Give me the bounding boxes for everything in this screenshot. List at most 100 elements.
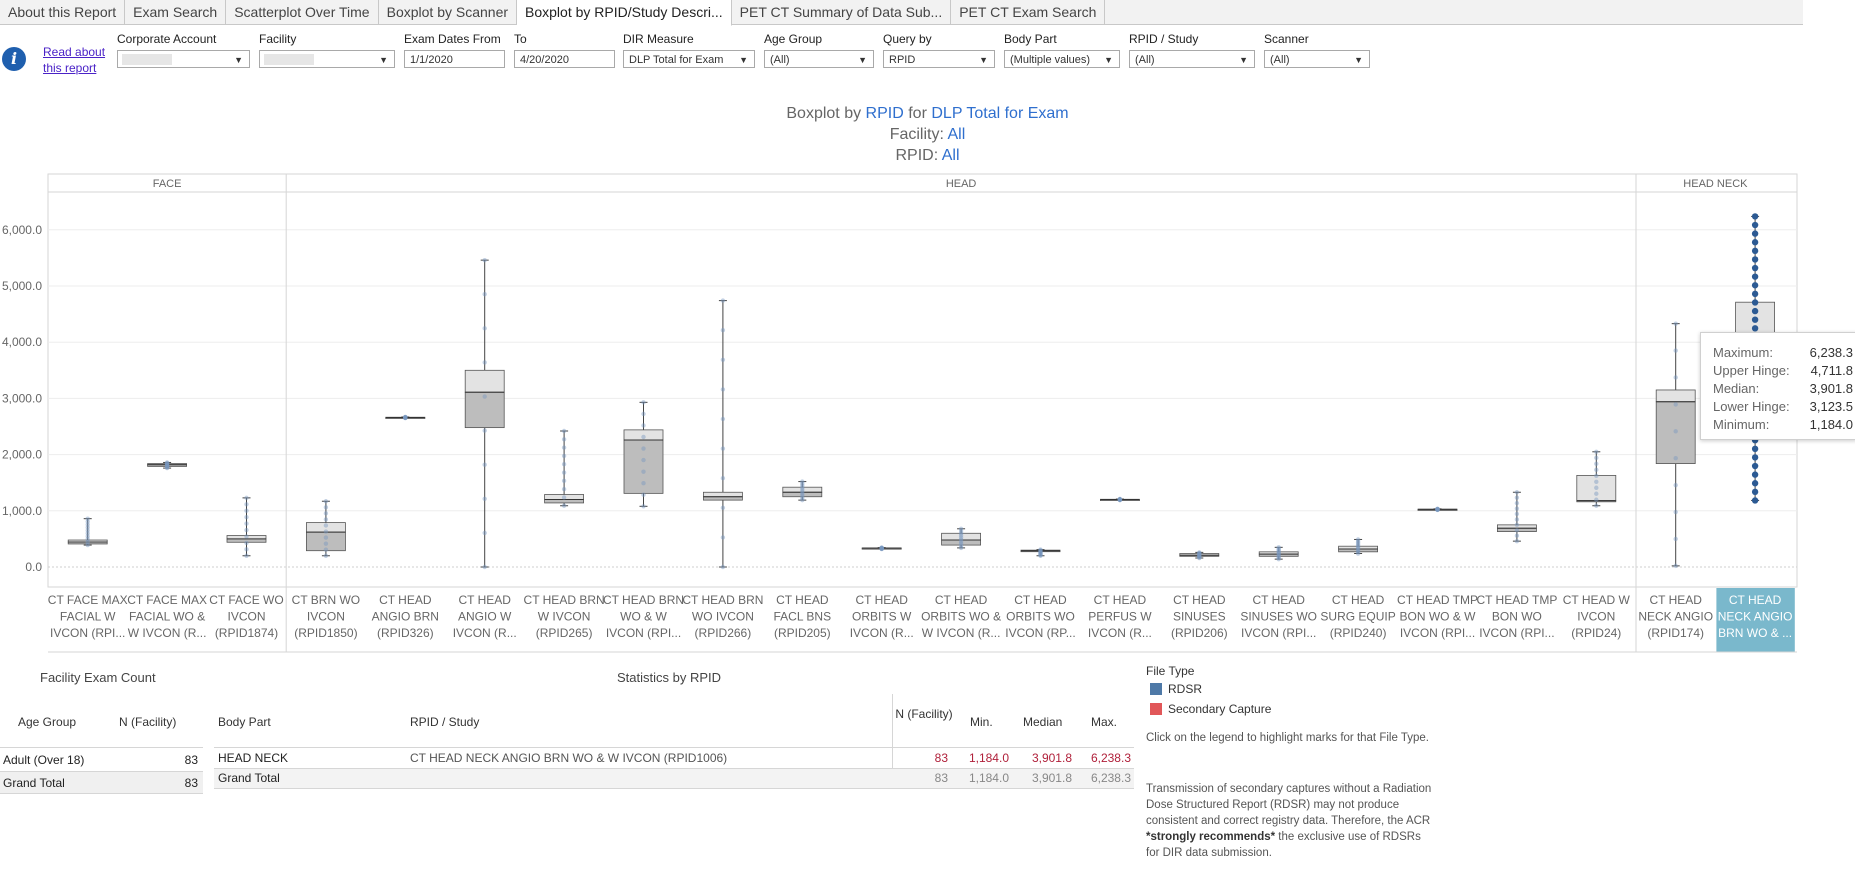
read-about-link[interactable]: Read about this report bbox=[43, 45, 106, 75]
category-label: (RPID206) bbox=[1171, 626, 1228, 640]
category-label: W IVCON (R... bbox=[128, 626, 207, 640]
boxplot-tooltip: Maximum: 6,238.3 Upper Hinge: 4,711.8 Medi… bbox=[1700, 332, 1855, 440]
filter-label: Age Group bbox=[764, 32, 823, 46]
divider bbox=[892, 694, 893, 788]
median-header: Median bbox=[1023, 715, 1063, 729]
data-point bbox=[1117, 497, 1123, 503]
corporate-account-select[interactable]: ▼ bbox=[117, 50, 250, 68]
filter-label: Facility bbox=[259, 32, 297, 46]
tab-boxplot-by-rpid[interactable]: Boxplot by RPID/Study Descri... bbox=[517, 0, 732, 26]
legend-item-rdsr[interactable]: RDSR bbox=[1150, 682, 1202, 696]
facility-select[interactable]: ▼ bbox=[259, 50, 395, 68]
n-facility-header: N (Facility) bbox=[119, 715, 177, 729]
category-label: CT FACE MAX bbox=[48, 593, 128, 607]
data-point bbox=[1117, 497, 1123, 502]
box-lower bbox=[623, 439, 664, 494]
data-point bbox=[1594, 497, 1599, 502]
data-point bbox=[720, 476, 726, 481]
data-point bbox=[1594, 479, 1599, 484]
data-point bbox=[561, 445, 567, 450]
box-lower bbox=[703, 496, 743, 501]
category-label: WO & W bbox=[620, 610, 667, 624]
data-point bbox=[958, 539, 964, 544]
tab-boxplot-by-scanner[interactable]: Boxplot by Scanner bbox=[379, 0, 518, 24]
data-point bbox=[1276, 554, 1281, 559]
body-part-select[interactable]: (Multiple values) ▼ bbox=[1004, 50, 1120, 68]
category-label: IVCON (R... bbox=[453, 626, 517, 640]
data-point bbox=[1514, 500, 1520, 506]
data-point bbox=[1751, 290, 1759, 298]
data-point bbox=[1435, 507, 1440, 512]
data-point bbox=[641, 457, 646, 463]
data-point bbox=[85, 525, 90, 530]
age-group-header: Age Group bbox=[18, 715, 77, 729]
legend-swatch bbox=[1150, 683, 1162, 695]
query-by-select[interactable]: RPID ▼ bbox=[883, 50, 995, 68]
data-point bbox=[879, 546, 884, 552]
info-icon[interactable]: i bbox=[2, 47, 26, 71]
data-point bbox=[800, 497, 805, 503]
grand-total-row bbox=[214, 769, 1134, 788]
data-point bbox=[1673, 563, 1678, 569]
transmission-note: Transmission of secondary captures witho… bbox=[1146, 783, 1432, 859]
data-point bbox=[323, 499, 329, 504]
tab-pet-ct-exam-search[interactable]: PET CT Exam Search bbox=[951, 0, 1106, 24]
n-facility-header: N (Facility) bbox=[895, 707, 953, 721]
data-point bbox=[641, 469, 646, 474]
box-lower bbox=[1655, 401, 1696, 464]
rpid-study-select[interactable]: (All) ▼ bbox=[1129, 50, 1255, 68]
tab-about-this-report[interactable]: About this Report bbox=[0, 0, 126, 24]
median-cell: 3,901.8 bbox=[1031, 751, 1072, 765]
data-point bbox=[1276, 552, 1281, 558]
data-point bbox=[1117, 497, 1123, 502]
selected-category-highlight bbox=[1716, 588, 1795, 652]
category-label: IVCON bbox=[307, 610, 345, 624]
category-label: W IVCON bbox=[538, 610, 591, 624]
scanner-select[interactable]: (All) ▼ bbox=[1264, 50, 1370, 68]
data-point bbox=[958, 526, 964, 531]
filter-corporate-account: Corporate Account ▼ bbox=[117, 32, 250, 68]
tab-scatterplot-over-time[interactable]: Scatterplot Over Time bbox=[226, 0, 379, 24]
category-label: IVCON (R... bbox=[850, 626, 914, 640]
data-point bbox=[403, 415, 408, 421]
tab-pet-ct-summary[interactable]: PET CT Summary of Data Sub... bbox=[732, 0, 952, 24]
dropdown-arrow-icon: ▼ bbox=[1104, 55, 1113, 65]
category-label: CT HEAD TMP bbox=[1476, 593, 1557, 607]
data-point bbox=[1594, 485, 1599, 490]
legend-item-secondary-capture[interactable]: Secondary Capture bbox=[1150, 702, 1271, 716]
data-point bbox=[403, 415, 408, 420]
tooltip-row-minimum: Minimum: 1,184.0 bbox=[1713, 417, 1853, 432]
data-point bbox=[1038, 551, 1043, 556]
grand-total-label: Grand Total bbox=[3, 776, 65, 790]
data-point bbox=[244, 527, 249, 533]
data-point bbox=[1751, 213, 1759, 220]
data-point bbox=[800, 483, 805, 488]
data-point bbox=[1117, 496, 1123, 502]
data-point bbox=[85, 531, 90, 536]
data-point bbox=[482, 496, 487, 502]
category-label: WO IVCON bbox=[692, 610, 754, 624]
category-label: BRN WO & ... bbox=[1718, 626, 1792, 640]
data-point bbox=[164, 462, 170, 468]
category-label: NECK ANGIO bbox=[1718, 610, 1793, 624]
data-point bbox=[561, 462, 567, 467]
age-group-select[interactable]: (All) ▼ bbox=[764, 50, 874, 68]
y-tick-label: 3,000.0 bbox=[2, 391, 42, 405]
chart-subtitle-facility: Facility: All bbox=[889, 126, 966, 143]
dir-measure-select[interactable]: DLP Total for Exam ▼ bbox=[623, 50, 755, 68]
data-point bbox=[164, 464, 170, 469]
grand-total-value: 83 bbox=[184, 776, 198, 790]
data-point bbox=[1673, 482, 1678, 488]
data-point bbox=[720, 505, 726, 511]
data-point bbox=[1355, 549, 1361, 555]
data-point bbox=[164, 465, 170, 470]
data-point bbox=[1276, 550, 1281, 555]
category-label: FACIAL WO & bbox=[129, 610, 205, 624]
exam-dates-to-input[interactable]: 4/20/2020 bbox=[514, 50, 615, 68]
tab-exam-search[interactable]: Exam Search bbox=[125, 0, 227, 24]
category-label: IVCON (R... bbox=[1088, 626, 1152, 640]
category-label: ORBITS WO & bbox=[921, 610, 1001, 624]
data-point bbox=[1594, 491, 1599, 496]
exam-dates-from-input[interactable]: 1/1/2020 bbox=[404, 50, 505, 68]
y-tick-label: 4,000.0 bbox=[2, 335, 42, 349]
